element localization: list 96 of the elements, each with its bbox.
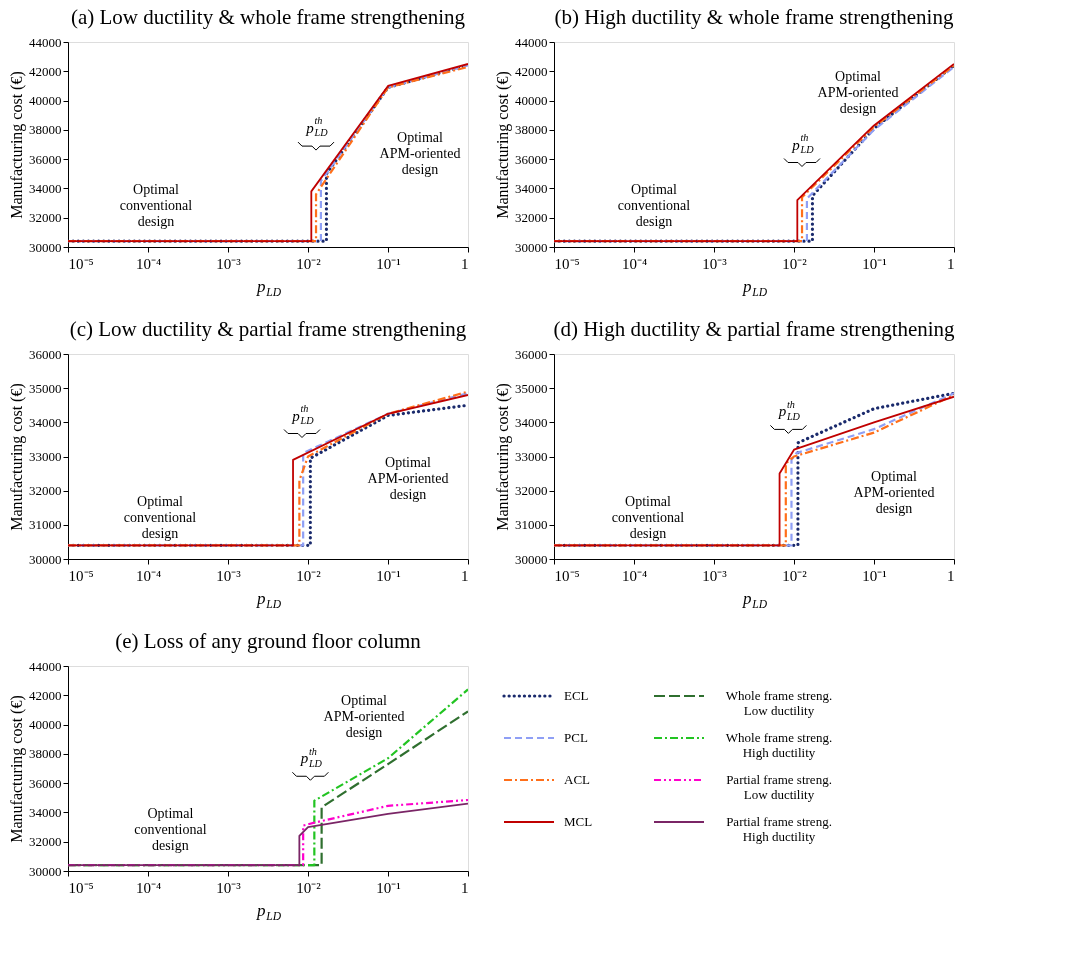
x-tick-label: 10⁻³ <box>216 567 242 584</box>
y-tick-label: 30000 <box>29 863 62 879</box>
y-tick-label: 42000 <box>29 63 62 79</box>
legend-label: ACL <box>564 772 591 787</box>
y-tick-label: 36000 <box>29 151 62 167</box>
x-tick-label: 1 <box>947 567 955 584</box>
y-axis-title: Manufacturing cost (€) <box>8 383 26 531</box>
x-tick-label: 10⁻⁵ <box>68 255 94 272</box>
x-tick-label: 10⁻³ <box>702 255 728 272</box>
y-tick-label: 30000 <box>29 239 62 255</box>
y-tick-label: 40000 <box>29 717 62 733</box>
x-tick-label: 1 <box>461 255 469 272</box>
y-tick-label: 42000 <box>29 687 62 703</box>
y-tick-label: 36000 <box>515 151 548 167</box>
y-tick-label: 40000 <box>29 93 62 109</box>
y-tick-label: 36000 <box>515 346 548 362</box>
x-tick-label: 1 <box>947 255 955 272</box>
x-tick-label: 1 <box>461 567 469 584</box>
y-axis-title: Manufacturing cost (€) <box>8 695 26 843</box>
y-axis-title: Manufacturing cost (€) <box>494 383 512 531</box>
x-tick-label: 10⁻⁵ <box>554 567 580 584</box>
y-tick-label: 32000 <box>29 834 62 850</box>
legend-label: ECL <box>564 688 589 703</box>
y-tick-label: 31000 <box>29 517 62 533</box>
y-tick-label: 38000 <box>29 122 62 138</box>
y-tick-label: 35000 <box>515 380 548 396</box>
x-tick-label: 10⁻⁵ <box>554 255 580 272</box>
chart-title: (b) High ductility & whole frame strengthening <box>554 5 954 29</box>
annotation: Optimal conventional design <box>134 805 207 853</box>
y-tick-label: 36000 <box>29 775 62 791</box>
y-tick-label: 31000 <box>515 517 548 533</box>
y-tick-label: 30000 <box>515 551 548 567</box>
y-tick-label: 44000 <box>29 34 62 50</box>
x-tick-label: 10⁻¹ <box>862 567 887 584</box>
chart-title: (a) Low ductility & whole frame strengthening <box>70 5 466 29</box>
x-tick-label: 10⁻² <box>782 255 808 272</box>
y-tick-label: 40000 <box>515 93 548 109</box>
y-tick-label: 30000 <box>29 551 62 567</box>
annotation: Optimal conventional design <box>611 493 685 541</box>
x-tick-label: 10⁻⁴ <box>621 255 648 272</box>
x-tick-label: 10⁻² <box>296 255 322 272</box>
x-tick-label: 10⁻² <box>782 567 808 584</box>
x-tick-label: 10⁻⁵ <box>68 879 94 896</box>
y-tick-label: 34000 <box>515 414 548 430</box>
x-tick-label: 10⁻³ <box>702 567 728 584</box>
y-tick-label: 36000 <box>29 346 62 362</box>
y-tick-label: 32000 <box>515 483 548 499</box>
x-tick-label: 10⁻⁴ <box>135 567 162 584</box>
x-tick-label: 10⁻² <box>296 879 322 896</box>
annotation: Optimal APM-oriented design <box>367 454 449 502</box>
x-tick-label: 10⁻¹ <box>376 567 401 584</box>
x-tick-label: 10⁻¹ <box>862 255 887 272</box>
y-tick-label: 30000 <box>515 239 548 255</box>
x-tick-label: 10⁻² <box>296 567 322 584</box>
y-tick-label: 34000 <box>29 414 62 430</box>
chart-title: (d) High ductility & partial frame strengthening <box>553 317 956 341</box>
legend-label: PCL <box>564 730 588 745</box>
y-tick-label: 33000 <box>29 449 62 464</box>
annotation: Optimal APM-oriented design <box>323 692 405 740</box>
y-tick-label: 32000 <box>29 210 62 226</box>
x-tick-label: 10⁻¹ <box>376 879 401 896</box>
x-tick-label: 10⁻⁴ <box>135 255 162 272</box>
y-tick-label: 33000 <box>515 449 548 464</box>
x-tick-label: 1 <box>461 879 469 896</box>
y-tick-label: 34000 <box>29 804 62 820</box>
annotation: Optimal conventional design <box>119 181 193 229</box>
annotation: Optimal conventional design <box>123 493 197 541</box>
y-tick-label: 32000 <box>29 483 62 499</box>
x-tick-label: 10⁻⁵ <box>68 567 94 584</box>
x-tick-label: 10⁻⁴ <box>621 567 648 584</box>
y-tick-label: 42000 <box>515 63 548 79</box>
annotation: Optimal APM-oriented design <box>853 469 935 516</box>
chart-title: (c) Low ductility & partial frame strengthening <box>69 317 467 341</box>
legend-label: Partial frame streng. Low ductility <box>726 772 832 802</box>
x-tick-label: 10⁻⁴ <box>135 879 162 896</box>
annotation: Optimal APM-oriented design <box>817 68 899 116</box>
y-axis-title: Manufacturing cost (€) <box>8 71 26 219</box>
y-tick-label: 34000 <box>29 180 62 196</box>
legend-label: MCL <box>564 814 593 829</box>
annotation: Optimal conventional design <box>617 181 691 229</box>
y-tick-label: 44000 <box>515 34 548 50</box>
chart-title: (e) Loss of any ground floor column <box>115 629 422 653</box>
y-tick-label: 38000 <box>515 122 548 138</box>
y-tick-label: 32000 <box>515 210 548 226</box>
y-tick-label: 35000 <box>29 380 62 396</box>
annotation: Optimal APM-oriented design <box>379 130 461 178</box>
legend-label: Whole frame streng. High ductility <box>725 730 833 760</box>
y-axis-title: Manufacturing cost (€) <box>494 71 512 219</box>
y-tick-label: 44000 <box>29 658 62 674</box>
x-tick-label: 10⁻¹ <box>376 255 401 272</box>
legend-label: Whole frame streng. Low ductility <box>725 688 833 718</box>
y-tick-label: 38000 <box>29 746 62 762</box>
x-tick-label: 10⁻³ <box>216 255 242 272</box>
x-tick-label: 10⁻³ <box>216 879 242 896</box>
legend-label: Partial frame streng. High ductility <box>726 814 832 844</box>
y-tick-label: 34000 <box>515 180 548 196</box>
